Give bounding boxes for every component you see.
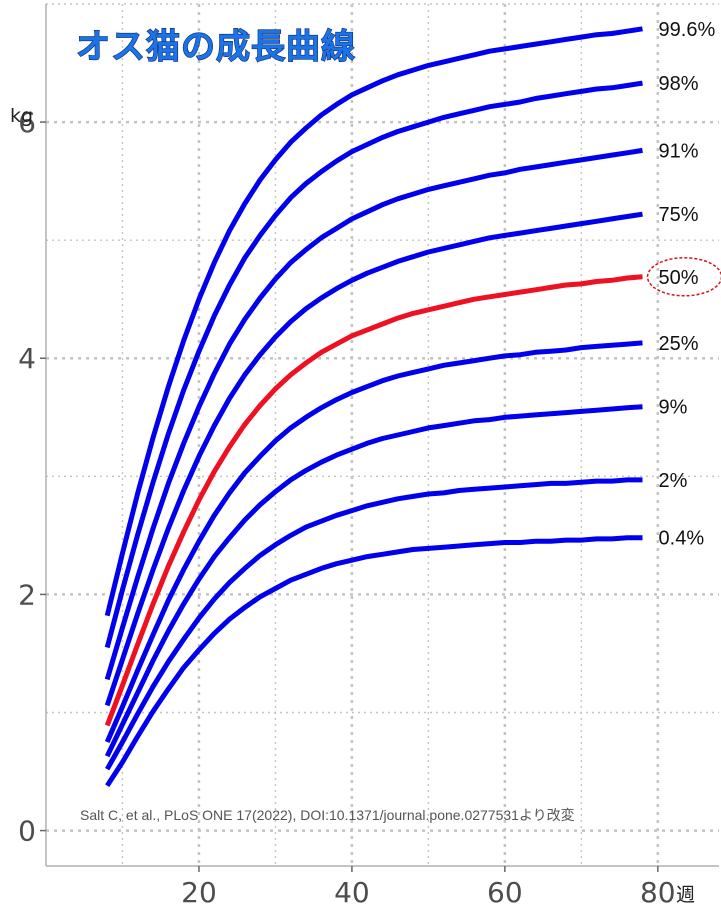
series-label-4: 50% bbox=[659, 267, 699, 289]
series-labels: 99.6% 98% 91% 75% 50% 25% 9% 2% 0.4% bbox=[646, 19, 721, 550]
series-line-5 bbox=[104, 340, 643, 743]
series-label-7: 2% bbox=[659, 470, 688, 492]
series-line-6 bbox=[104, 404, 643, 758]
series-label-5: 25% bbox=[659, 333, 699, 355]
series-line-4 bbox=[104, 274, 643, 727]
series-label-8: 0.4% bbox=[659, 528, 705, 550]
y-tick-label: 4 bbox=[18, 342, 36, 375]
y-axis-unit-label: kg bbox=[10, 105, 33, 127]
x-tick-label: 20 bbox=[181, 876, 217, 909]
series-line-2 bbox=[104, 147, 643, 681]
series-label-1: 98% bbox=[659, 73, 699, 95]
series-line-8 bbox=[105, 535, 643, 788]
series-label-2: 91% bbox=[659, 140, 699, 162]
series-line-0 bbox=[104, 26, 643, 617]
x-axis-unit-label: 週 bbox=[676, 884, 695, 906]
series-label-0: 99.6% bbox=[659, 19, 716, 41]
tick-labels: 20 40 60 80 0 2 4 6 bbox=[18, 106, 675, 909]
series-line-1 bbox=[104, 80, 643, 649]
series-label-6: 9% bbox=[659, 397, 688, 419]
source-note: Salt C, et al., PLoS ONE 17(2022), DOI:1… bbox=[80, 807, 575, 823]
series-line-3 bbox=[104, 211, 643, 707]
x-tick-label: 40 bbox=[334, 876, 370, 909]
y-tick-label: 2 bbox=[18, 578, 36, 611]
y-tick-label: 0 bbox=[18, 815, 36, 848]
highlight-ellipse bbox=[646, 257, 721, 297]
chart-title: オス猫の成長曲線 bbox=[76, 27, 356, 67]
series-lines bbox=[104, 26, 643, 788]
series-label-3: 75% bbox=[659, 204, 699, 226]
x-tick-label: 80 bbox=[640, 876, 676, 909]
x-tick-label: 60 bbox=[487, 876, 523, 909]
y-tick-label: 6 bbox=[18, 106, 36, 139]
series-line-7 bbox=[105, 477, 643, 771]
grid-lines bbox=[46, 3, 719, 866]
